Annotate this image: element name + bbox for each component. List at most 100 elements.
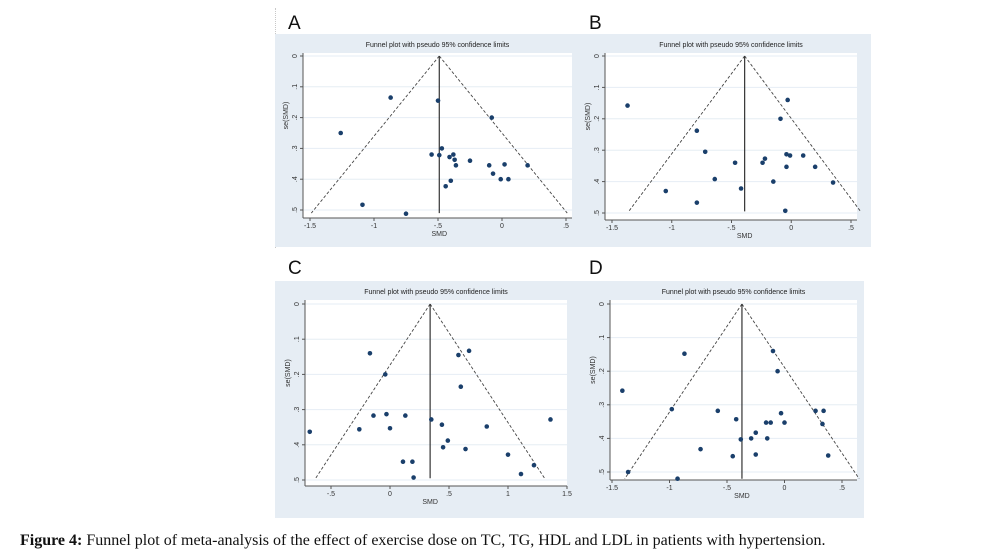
study-point (388, 95, 393, 100)
y-tick-label: .2 (599, 368, 606, 374)
plot-area (303, 53, 572, 218)
y-axis-label: se(SMD) (590, 356, 597, 384)
study-point (439, 422, 445, 428)
figure-caption: Figure 4: Funnel plot of meta-analysis o… (20, 532, 825, 550)
funnel-ci-left (310, 55, 440, 214)
study-point (360, 202, 365, 208)
study-point (384, 411, 389, 417)
study-point (498, 176, 504, 182)
plot-area (305, 300, 567, 486)
y-tick-label: .1 (599, 335, 606, 341)
study-point (785, 97, 790, 103)
y-axis-label: se(SMD) (585, 103, 592, 131)
study-point (778, 410, 784, 416)
x-axis-label: SMD (431, 231, 447, 238)
funnel-ci-right (741, 303, 860, 479)
study-point (813, 408, 818, 414)
y-tick-label: .4 (294, 442, 301, 448)
y-tick-label: .1 (294, 336, 301, 342)
study-point (307, 429, 313, 435)
study-point (531, 462, 537, 468)
study-point (506, 176, 511, 182)
study-point (748, 436, 754, 441)
study-point (502, 162, 507, 167)
study-point (782, 208, 788, 214)
study-point (505, 452, 511, 457)
study-point (771, 179, 776, 184)
study-point (484, 424, 490, 429)
panel-c-chart: Funnel plot with pseudo 95% confidence l… (285, 289, 572, 506)
y-tick-label: .3 (294, 407, 301, 413)
study-point (770, 348, 776, 354)
x-tick-label: 1 (506, 491, 510, 498)
study-point (702, 149, 708, 155)
x-tick-label: 0 (500, 223, 504, 230)
x-tick-label: -.5 (434, 223, 442, 230)
chart-title: Funnel plot with pseudo 95% confidence l… (366, 42, 510, 49)
study-point (825, 453, 831, 458)
study-point (768, 420, 773, 425)
x-tick-label: 0 (783, 485, 787, 492)
study-point (625, 103, 630, 108)
study-point (357, 427, 362, 432)
study-point (694, 128, 700, 134)
funnel-ci-right (744, 55, 861, 212)
study-point (387, 425, 393, 431)
study-point (367, 350, 373, 356)
study-point (782, 420, 787, 425)
study-point (489, 115, 495, 120)
study-point (753, 452, 759, 457)
study-point (456, 352, 461, 358)
panel-label-d: D (589, 258, 603, 279)
study-point (675, 476, 680, 482)
study-point (620, 388, 625, 393)
chart-title: Funnel plot with pseudo 95% confidence l… (662, 289, 806, 296)
x-tick-label: .5 (563, 223, 569, 230)
study-point (440, 444, 446, 450)
study-point (753, 430, 759, 435)
y-tick-label: .5 (594, 210, 601, 216)
study-point (762, 156, 768, 161)
study-point (338, 130, 344, 136)
study-point (715, 408, 721, 414)
study-point (694, 200, 700, 205)
study-point (625, 469, 631, 475)
study-point (439, 146, 445, 151)
y-tick-label: 0 (599, 302, 606, 306)
study-point (787, 153, 793, 158)
plot-area (605, 53, 857, 220)
study-point (403, 211, 409, 216)
study-point (820, 421, 825, 427)
y-tick-label: .5 (294, 477, 301, 483)
y-tick-label: .5 (599, 469, 606, 475)
x-tick-label: -1 (669, 225, 675, 232)
x-tick-label: -.5 (723, 485, 731, 492)
x-tick-label: -1.5 (304, 223, 316, 230)
study-point (821, 408, 826, 414)
study-point (429, 417, 434, 422)
study-point (452, 157, 457, 163)
study-point (411, 475, 416, 480)
study-point (784, 164, 789, 170)
x-tick-label: .5 (848, 225, 854, 232)
panel-b-chart: Funnel plot with pseudo 95% confidence l… (585, 42, 861, 240)
plot-area (610, 300, 857, 480)
study-point (486, 163, 492, 168)
study-point (812, 164, 818, 170)
x-tick-label: 0 (789, 225, 793, 232)
study-point (682, 351, 687, 357)
x-tick-label: -.5 (327, 491, 335, 498)
funnel-ci-left (624, 303, 743, 479)
study-point (518, 471, 524, 477)
study-point (775, 368, 780, 374)
y-tick-label: .1 (594, 84, 601, 90)
x-tick-label: .5 (446, 491, 452, 498)
x-tick-label: -1.5 (606, 485, 618, 492)
study-point (490, 171, 496, 176)
x-tick-label: -1 (666, 485, 672, 492)
funnel-ci-left (628, 55, 746, 212)
y-tick-label: .5 (292, 207, 299, 213)
panel-label-b: B (589, 13, 602, 34)
study-point (448, 178, 454, 184)
funnel-ci-right (438, 55, 568, 214)
